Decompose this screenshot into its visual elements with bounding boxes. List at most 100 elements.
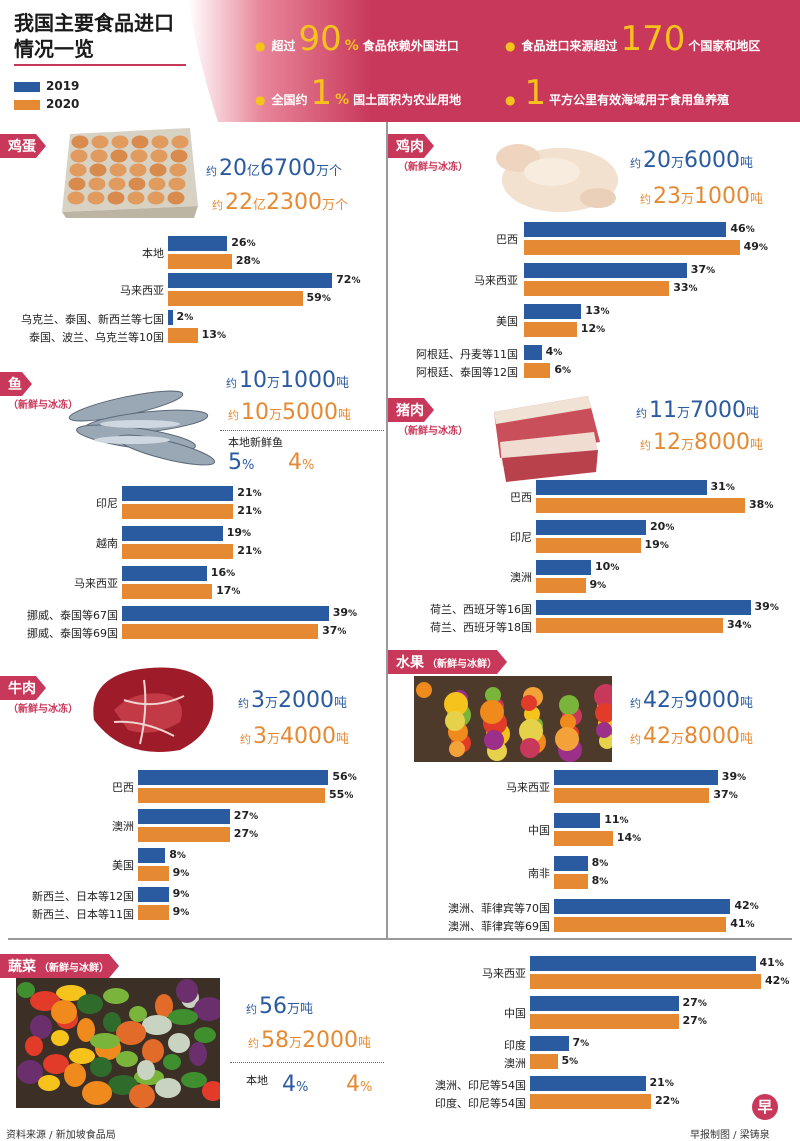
pork-value-label: 20% [650,520,675,533]
eggs-bar-2020 [168,291,303,306]
total-2020: 约58万2000吨 [248,1028,372,1053]
fish-value-label: 21% [237,504,262,517]
fish-category-label: 马来西亚 [74,577,118,590]
vegetable-shape [155,1078,181,1098]
pork-category-label: 巴西 [510,491,532,504]
legend-swatch-2019 [14,82,40,92]
veg-local-label: 本地 [246,1074,268,1087]
vegetables-bar-2019 [530,1076,646,1091]
fish-local-rule [220,430,384,431]
bullet-icon: ● [505,93,516,107]
pork-value-label: 10% [595,560,620,573]
pork-image [494,396,600,482]
egg-shape [169,163,187,177]
fish-bar-2019 [122,486,234,501]
eggs-value-label: 26% [231,236,256,249]
total-2019: 约20万6000吨 [630,148,754,173]
beef-category-label: 巴西 [112,781,134,794]
beef-image [93,667,214,752]
chicken-bar-2020 [524,281,670,296]
chicken-value-label: 37% [690,263,716,276]
vegetable-shape [155,994,173,1018]
fish-bar-2019 [122,526,223,541]
egg-shape [149,163,167,177]
egg-shape [88,177,106,191]
fruit-category-label: 中国 [528,824,550,837]
vegetable-shape [129,1084,155,1108]
eggs-category-label: 马来西亚 [120,284,164,297]
chicken-value-label: 6% [554,363,572,376]
eggs-category-label: 乌克兰、泰国、新西兰等七国 [21,313,164,326]
fruit-value-label: 8% [591,874,609,887]
total-2020: 约12万8000吨 [640,430,764,455]
vegetables-value-label: 7% [572,1036,590,1049]
vegetable-shape [103,988,129,1004]
category-tag-fruit: 水果 （新鲜与冰鲜） [388,650,507,674]
fruit-category-label: 澳洲、菲律宾等70国 [448,902,550,915]
pork-value-label: 34% [727,618,752,631]
vegetable-shape [56,985,86,1001]
vegetable-shape [30,991,60,1011]
egg-shape [109,163,127,177]
veg-local-2020: 4% [346,1072,373,1097]
vegetables-bar-2020 [530,1014,679,1029]
pork-bar-2020 [536,618,723,633]
beef-bar-2020 [138,866,169,881]
fruit-value-label: 14% [616,831,642,844]
vegetables-bar-2020 [530,1054,558,1069]
chicken-value-label: 4% [545,345,563,358]
fruit-shape [484,730,504,750]
beef-category-label: 澳洲 [112,820,134,833]
beef-bar-2019 [138,887,169,902]
vegetables-bar-2019 [530,996,679,1011]
highlight-3: ● 全国约 1 % 国土面积为农业用地 [255,76,461,110]
vegetables-value-label: 27% [682,996,707,1009]
vegetable-shape [168,1033,190,1053]
beef-bar-2019 [138,809,230,824]
vegetable-shape [189,1042,207,1066]
egg-shape [147,191,165,205]
vegetable-shape [90,1033,120,1049]
egg-shape [110,149,128,163]
vegetable-shape [116,1051,138,1067]
fruit-shape [521,695,537,711]
beef-bar-2019 [138,770,329,785]
fish-bar-2019 [122,566,207,581]
category-sub-fish: （新鲜与冰冻） [8,400,78,411]
fish-bar-2020 [122,504,234,519]
fish-value-label: 37% [322,624,347,637]
pork-category-label: 荷兰、西班牙等16国 [430,603,532,616]
vegetables-value-label: 42% [765,974,790,987]
vegetables-category-label: 中国 [504,1007,526,1020]
fruit-shape [485,687,501,703]
fruit-value-label: 42% [734,899,759,912]
eggs-bar-2020 [168,254,232,269]
total-2019: 约11万7000吨 [636,398,760,423]
pork-bar-2020 [536,538,641,553]
egg-shape [130,149,148,163]
beef-bar-2020 [138,827,230,842]
fish-local-2020: 4% [288,450,315,475]
fruit-bar-2019 [554,856,588,871]
egg-shape [107,191,125,205]
chicken-category-label: 阿根廷、丹麦等11国 [416,348,518,361]
highlight-1-pre: 超过 [271,39,296,53]
highlight-1: ● 超过 90 % 食品依赖外国进口 [255,22,459,56]
pork-bar-2020 [536,578,586,593]
fish-value-label: 39% [332,606,358,619]
eggs-bar-2020 [168,328,198,343]
fruit-image [414,676,612,762]
category-tag-fish: 鱼 [0,372,32,396]
page-title-line-1: 我国主要食品进口 [14,11,174,35]
pork-value-label: 38% [749,498,774,511]
category-tag-pork: 猪肉 [388,398,434,422]
vegetables-value-label: 5% [561,1054,579,1067]
egg-shape [170,149,188,163]
beef-category-label: 新西兰、日本等11国 [32,908,134,921]
fruit-bar-2020 [554,831,613,846]
vegetable-shape [38,1075,60,1091]
fruit-bar-2019 [554,899,731,914]
fish-bar-2020 [122,624,319,639]
vegetable-shape [163,1054,181,1070]
egg-shape [150,149,168,163]
